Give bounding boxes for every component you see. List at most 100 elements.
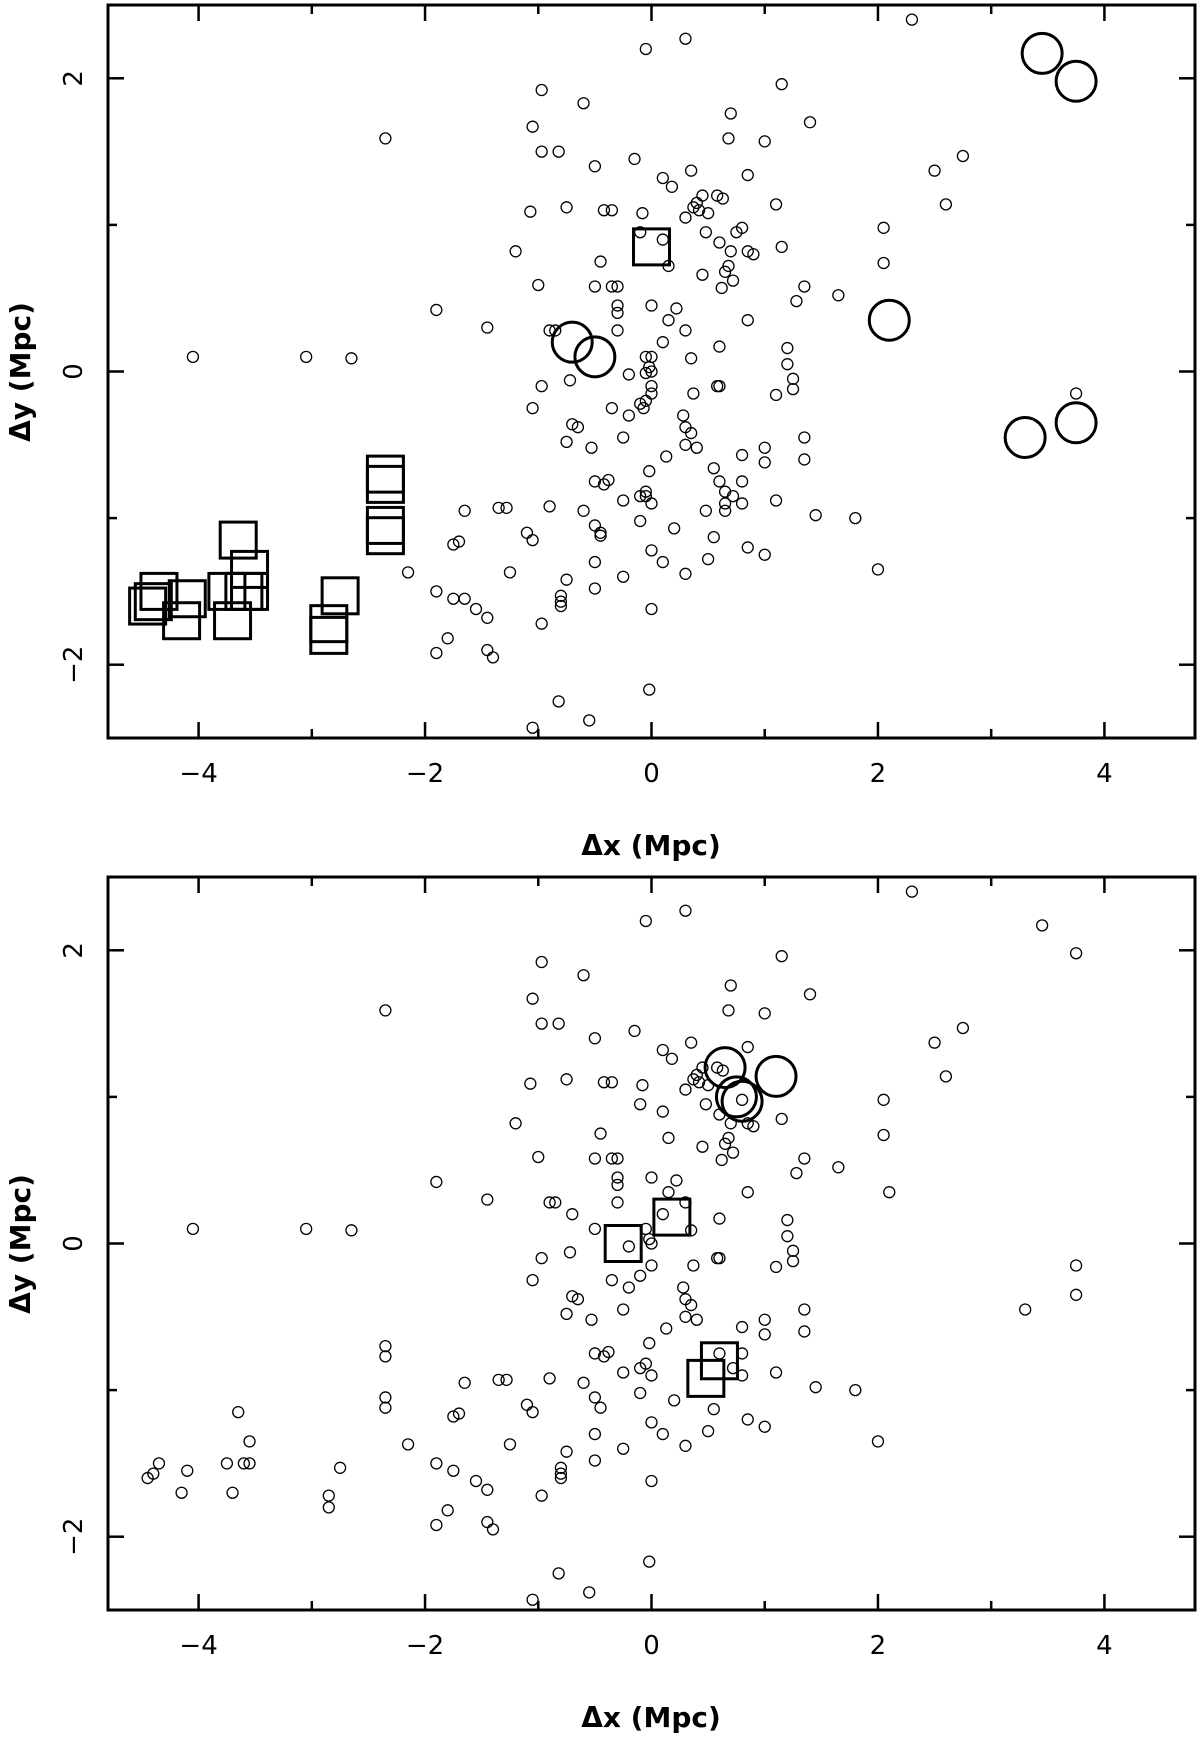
bottom-galaxy-point xyxy=(798,1303,811,1316)
top-galaxy-point xyxy=(441,632,454,645)
bottom-galaxy-point xyxy=(543,1372,556,1385)
top-galaxy-point xyxy=(699,226,712,239)
bottom-galaxy-point xyxy=(577,1376,590,1389)
top-galaxy-point xyxy=(469,602,483,616)
bottom-galaxy-point xyxy=(1035,919,1049,932)
top-galaxy-point xyxy=(656,336,669,349)
bottom-galaxy-point xyxy=(769,1366,783,1379)
bottom-galaxy-point xyxy=(300,1222,313,1235)
top-galaxy-point xyxy=(588,582,602,595)
top-galaxy-point xyxy=(585,441,598,454)
bottom-galaxy-point xyxy=(560,1307,573,1321)
bottom-galaxy-point xyxy=(741,1186,754,1199)
bottom-galaxy-point xyxy=(832,1161,845,1174)
top-galaxy-point xyxy=(458,504,471,517)
bottom-galaxy-point xyxy=(237,1457,251,1470)
top-galaxy-point xyxy=(535,83,548,97)
bottom-galaxy-point xyxy=(877,1128,890,1142)
top-galaxy-point xyxy=(617,570,630,583)
bottom-galaxy-point xyxy=(677,1281,690,1294)
bottom-galaxy-point xyxy=(790,1166,803,1180)
x-tick-label: −2 xyxy=(406,759,444,789)
top-galaxy-point xyxy=(430,303,443,317)
bottom-galaxy-point xyxy=(186,1222,200,1235)
y-tick-label: 0 xyxy=(59,1235,89,1252)
bottom-galaxy-point xyxy=(871,1435,885,1448)
bottom-galaxy-point xyxy=(588,1391,602,1404)
top-galaxy-point xyxy=(560,573,573,586)
bottom-galaxy-point xyxy=(611,1178,624,1192)
bottom-galaxy-point xyxy=(481,1483,494,1496)
top-galaxy-point xyxy=(583,714,596,727)
top-galaxy-point xyxy=(735,497,749,510)
top-galaxy-point xyxy=(670,302,683,315)
top-galaxy-point xyxy=(554,599,568,613)
top-galaxy-point xyxy=(611,299,624,312)
top-galaxy-point xyxy=(543,500,556,513)
bottom-galaxy-point xyxy=(690,1313,703,1326)
top-scatter-points xyxy=(128,13,1098,734)
top-galaxy-point xyxy=(724,245,737,258)
top-galaxy-point xyxy=(711,189,724,202)
top-galaxy-point xyxy=(684,164,698,177)
top-panel: −4 −2 0 2 4 −2 0 2 Δx (Mpc) Δy (Mpc) xyxy=(4,3,1197,862)
bottom-galaxy-point xyxy=(667,1394,681,1407)
bottom-galaxy-point xyxy=(713,1212,726,1225)
bottom-galaxy-point xyxy=(588,1427,602,1441)
bottom-galaxy-point xyxy=(628,1024,641,1038)
bottom-galaxy-point xyxy=(722,1131,735,1145)
bottom-galaxy-point xyxy=(622,1240,636,1253)
top-galaxy-point xyxy=(684,426,698,440)
top-galaxy-point xyxy=(643,360,656,374)
top-galaxy-point xyxy=(713,475,726,488)
top-galaxy-point xyxy=(535,617,548,630)
top-galaxy-point xyxy=(605,401,619,415)
bottom-galaxy-point xyxy=(758,1313,771,1326)
top-galaxy-point xyxy=(554,589,568,602)
top-galaxy-point xyxy=(741,245,754,258)
top-galaxy-point xyxy=(597,478,611,491)
bottom-galaxy-point xyxy=(684,1298,698,1312)
bottom-galaxy-point xyxy=(588,1454,602,1467)
top-galaxy-point xyxy=(718,504,732,517)
bottom-galaxy-point xyxy=(803,988,817,1001)
top-galaxy-point xyxy=(775,240,788,254)
top-ticks xyxy=(108,5,1195,738)
top-galaxy-point xyxy=(588,160,602,173)
bottom-galaxy-point xyxy=(524,1077,537,1090)
top-large-square-marker xyxy=(207,571,247,611)
top-galaxy-point xyxy=(566,418,579,431)
top-galaxy-point xyxy=(560,201,573,214)
bottom-galaxy-point xyxy=(636,1079,649,1092)
top-large-square-marker xyxy=(365,516,405,556)
top-galaxy-point xyxy=(786,382,800,396)
top-y-tick-labels: −2 0 2 xyxy=(59,70,89,684)
bottom-galaxy-point xyxy=(588,1152,602,1165)
bottom-large-circle-marker xyxy=(703,1046,747,1090)
top-galaxy-point xyxy=(656,171,669,185)
top-galaxy-point xyxy=(452,535,466,548)
bottom-galaxy-point xyxy=(152,1457,166,1470)
x-tick-label: −4 xyxy=(179,1631,217,1661)
bottom-galaxy-point xyxy=(554,1471,568,1485)
top-galaxy-point xyxy=(636,207,649,220)
top-galaxy-point xyxy=(554,595,568,608)
top-galaxy-point xyxy=(701,207,715,220)
bottom-galaxy-point xyxy=(634,1269,647,1282)
bottom-galaxy-point xyxy=(560,1445,573,1458)
bottom-galaxy-point xyxy=(458,1376,471,1389)
top-galaxy-point xyxy=(622,409,636,422)
bottom-galaxy-point xyxy=(656,1427,669,1441)
top-galaxy-point xyxy=(735,448,749,462)
top-galaxy-point xyxy=(643,465,656,478)
bottom-galaxy-point xyxy=(322,1489,335,1502)
top-galaxy-point xyxy=(687,201,700,214)
top-galaxy-point xyxy=(786,372,800,385)
bottom-large-circle-marker xyxy=(720,1079,764,1123)
top-galaxy-point xyxy=(611,306,624,320)
bottom-galaxy-point xyxy=(645,1369,658,1382)
bottom-galaxy-point xyxy=(526,992,539,1005)
top-galaxy-point xyxy=(722,132,735,145)
top-large-circle-marker xyxy=(1054,401,1098,445)
bottom-galaxy-point xyxy=(226,1486,239,1499)
